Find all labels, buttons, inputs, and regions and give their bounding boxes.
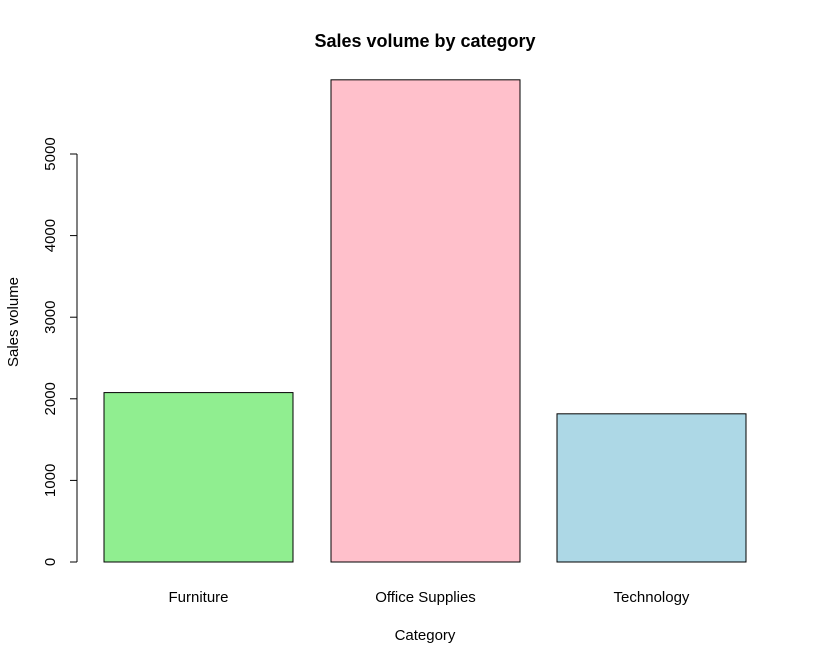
y-tick-label: 4000: [42, 219, 59, 252]
bar-office-supplies: [330, 79, 521, 563]
x-axis-label: Category: [395, 627, 456, 644]
x-tick-label: Furniture: [168, 589, 228, 606]
y-tick-label: 1000: [42, 464, 59, 497]
y-tick-label: 2000: [42, 382, 59, 415]
y-axis-label: Sales volume: [5, 277, 22, 367]
x-tick-labels: Furniture Office Supplies Technology: [168, 589, 689, 606]
chart-title: Sales volume by category: [314, 31, 535, 51]
bar-furniture: [103, 392, 294, 563]
x-tick-label: Office Supplies: [375, 589, 476, 606]
bar-technology: [556, 413, 747, 563]
y-tick-label: 3000: [42, 301, 59, 334]
x-tick-label: Technology: [614, 589, 690, 606]
y-ticks-group: 0 1000 2000 3000 4000 5000: [42, 137, 77, 566]
y-tick-label: 0: [42, 558, 59, 566]
bars-group: [103, 79, 747, 563]
y-tick-label: 5000: [42, 137, 59, 170]
